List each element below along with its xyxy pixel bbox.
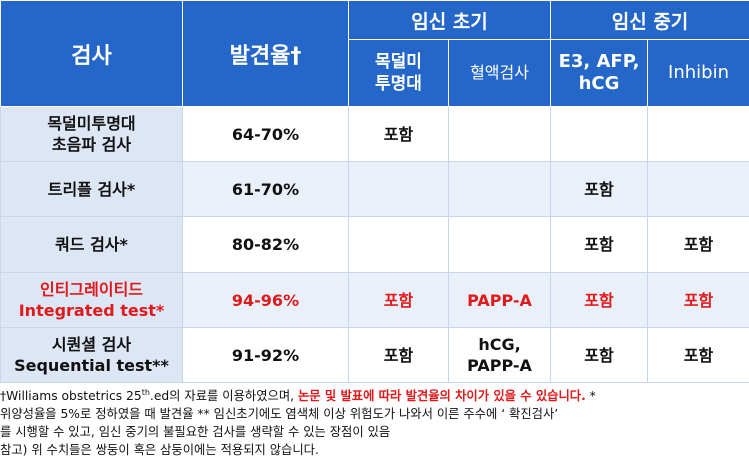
header-blood-test: 혈액검사	[447, 39, 552, 107]
header-test: 검사	[0, 0, 183, 107]
row-blood	[447, 216, 552, 273]
row-test-name-line2: Sequential test**	[14, 356, 169, 375]
header-second-trimester: 임신 중기	[550, 0, 749, 40]
header-nt: 목덜미 투명대	[348, 39, 449, 107]
row-test-name: 시퀀셜 검사 Sequential test**	[0, 327, 183, 383]
row-inhibin: 포함	[647, 327, 749, 383]
row-blood	[447, 161, 552, 217]
row-e3: 포함	[550, 161, 649, 217]
row-nt: 포함	[348, 327, 449, 383]
header-e3-line1: E3, AFP,	[558, 51, 640, 72]
row-test-name: 쿼드 검사*	[0, 216, 183, 273]
header-detection-rate: 발견율†	[182, 0, 349, 107]
row-blood	[447, 106, 552, 162]
footnote-source: †Williams obstetrics 25	[0, 389, 142, 404]
row-rate: 61-70%	[182, 161, 349, 217]
row-e3: 포함	[550, 272, 649, 328]
header-e3-line2: hCG	[578, 73, 620, 94]
footnotes: †Williams obstetrics 25th.ed의 자료를 이용하였으며…	[0, 384, 749, 459]
row-inhibin	[647, 106, 749, 162]
header-e3: E3, AFP, hCG	[550, 39, 649, 107]
row-test-name-line1: 시퀀셜 검사	[51, 335, 132, 354]
footnote-source-cont: .ed의 자료를 이용하였으며,	[149, 389, 298, 404]
row-nt	[348, 216, 449, 273]
row-inhibin: 포함	[647, 272, 749, 328]
row-test-name: 인티그레이티드 Integrated test*	[0, 272, 183, 328]
row-nt: 포함	[348, 106, 449, 162]
row-inhibin: 포함	[647, 216, 749, 273]
row-nt	[348, 161, 449, 217]
header-inhibin: Inhibin	[647, 39, 749, 107]
row-rate: 64-70%	[182, 106, 349, 162]
row-blood: PAPP-A	[447, 272, 552, 328]
header-nt-line1: 목덜미	[375, 52, 422, 72]
footnote-line-2: 위양성율을 5%로 정하였을 때 발견율 ** 임신초기에도 염색체 이상 위험…	[0, 407, 559, 422]
footnote-line-1: †Williams obstetrics 25th.ed의 자료를 이용하였으며…	[0, 384, 749, 405]
row-blood-line1: hCG,	[478, 335, 521, 354]
header-nt-line2: 투명대	[375, 74, 422, 94]
table-row: 쿼드 검사* 80-82% 포함 포함	[0, 216, 749, 273]
footnote-line-3: 를 시행할 수 있고, 임신 중기의 불필요한 검사를 생략할 수 있는 장점이…	[0, 425, 391, 440]
row-rate: 94-96%	[182, 272, 349, 328]
row-e3: 포함	[550, 327, 649, 383]
row-rate: 80-82%	[182, 216, 349, 273]
row-e3: 포함	[550, 216, 649, 273]
table-row-highlight: 인티그레이티드 Integrated test* 94-96% 포함 PAPP-…	[0, 272, 749, 328]
row-nt: 포함	[348, 272, 449, 328]
row-e3	[550, 106, 649, 162]
row-test-name-line1: 인티그레이티드	[39, 280, 144, 299]
table-row: 트리플 검사* 61-70% 포함	[0, 161, 749, 217]
table-row: 시퀀셜 검사 Sequential test** 91-92% 포함 hCG, …	[0, 327, 749, 383]
row-rate: 91-92%	[182, 327, 349, 383]
row-test-name: 목덜미투명대 초음파 검사	[0, 106, 183, 162]
screening-table: 검사 발견율† 임신 초기 임신 중기 목덜미 투명대 혈액검사 E3, AFP…	[0, 0, 749, 383]
footnote-asterisk: *	[585, 389, 596, 404]
row-test-name-line2: Integrated test*	[18, 301, 165, 320]
row-test-name-line2: 초음파 검사	[51, 135, 132, 154]
row-inhibin	[647, 161, 749, 217]
footnote-line-4: 참고) 위 수치들은 쌍둥이 혹은 삼둥이에는 적용되지 않습니다.	[0, 443, 319, 458]
row-blood: hCG, PAPP-A	[447, 327, 552, 383]
row-blood-line2: PAPP-A	[467, 356, 532, 375]
header-first-trimester: 임신 초기	[347, 0, 552, 40]
row-test-name-line1: 목덜미투명대	[47, 114, 136, 133]
footnote-sup: th	[141, 388, 150, 397]
row-test-name: 트리플 검사*	[0, 161, 183, 217]
footnote-highlight: 논문 및 발표에 따라 발견율의 차이가 있을 수 있습니다.	[297, 389, 586, 404]
table-row: 목덜미투명대 초음파 검사 64-70% 포함	[0, 106, 749, 162]
